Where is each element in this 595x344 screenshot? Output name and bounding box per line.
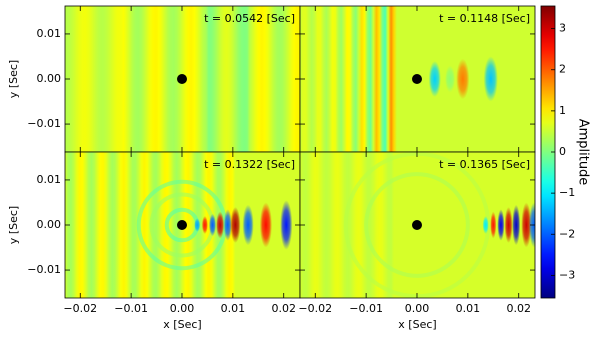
colorbar-tick-label: −3 xyxy=(559,268,575,281)
y-tick-label: −0.01 xyxy=(27,263,61,276)
x-tick-label: 0.00 xyxy=(405,302,430,315)
y-tick-label: 0.01 xyxy=(37,173,62,186)
x-axis-label: x [Sec] xyxy=(398,318,436,331)
x-tick-label: 0.02 xyxy=(506,302,531,315)
x-tick-label: −0.02 xyxy=(298,302,332,315)
x-tick-label: −0.01 xyxy=(114,302,148,315)
panel xyxy=(65,152,300,298)
colorbar-tick-label: 3 xyxy=(559,22,566,35)
wave-packet xyxy=(504,206,513,244)
wave-packet xyxy=(497,209,505,241)
colorbar-tick-label: 1 xyxy=(559,104,566,117)
wave-packet xyxy=(201,215,208,235)
wave-packet xyxy=(194,218,201,232)
wave-packet xyxy=(483,56,498,102)
wave-packet xyxy=(521,202,532,248)
source xyxy=(411,220,422,230)
colorbar-label: Amplitude xyxy=(576,119,591,186)
colorbar-tick-label: 0 xyxy=(559,145,566,158)
x-tick-label: −0.01 xyxy=(349,302,383,315)
y-tick-label: 0.00 xyxy=(37,72,62,85)
ring xyxy=(364,172,470,278)
wave-packet xyxy=(456,58,470,100)
annotation: t = 0.1322 [Sec] xyxy=(204,158,295,171)
y-tick-label: −0.01 xyxy=(27,117,61,130)
x-tick-label: 0.00 xyxy=(170,302,195,315)
x-tick-label: 0.01 xyxy=(221,302,246,315)
annotation: t = 0.1365 [Sec] xyxy=(439,158,530,171)
x-tick-label: 0.01 xyxy=(456,302,481,315)
x-axis-label: x [Sec] xyxy=(163,318,201,331)
source xyxy=(176,220,187,230)
wave-packet xyxy=(444,65,456,93)
x-tick-label: −0.02 xyxy=(63,302,97,315)
annotation: t = 0.1148 [Sec] xyxy=(439,12,530,25)
wave-packet xyxy=(490,211,497,239)
y-tick-label: 0.00 xyxy=(37,218,62,231)
colorbar-tick-label: −2 xyxy=(559,227,575,240)
wave-packet xyxy=(259,202,273,248)
colorbar-tick-label: 2 xyxy=(559,63,566,76)
y-axis-label: y [Sec] xyxy=(7,60,20,98)
wave-packet xyxy=(230,206,241,244)
source xyxy=(411,74,422,84)
source xyxy=(176,74,187,84)
annotation: t = 0.0542 [Sec] xyxy=(204,12,295,25)
colorbar-tick-label: −1 xyxy=(559,186,575,199)
wave-packet xyxy=(216,211,225,239)
y-tick-label: 0.01 xyxy=(37,27,62,40)
wave-packet xyxy=(242,204,254,246)
wave-packet xyxy=(512,204,521,246)
wave-packet xyxy=(208,213,217,237)
wave-packet xyxy=(223,209,232,241)
wave-packet xyxy=(280,200,293,250)
wave-packet xyxy=(482,215,489,235)
wave-packet xyxy=(428,60,441,98)
y-axis-label: y [Sec] xyxy=(7,206,20,244)
x-tick-label: 0.02 xyxy=(271,302,296,315)
